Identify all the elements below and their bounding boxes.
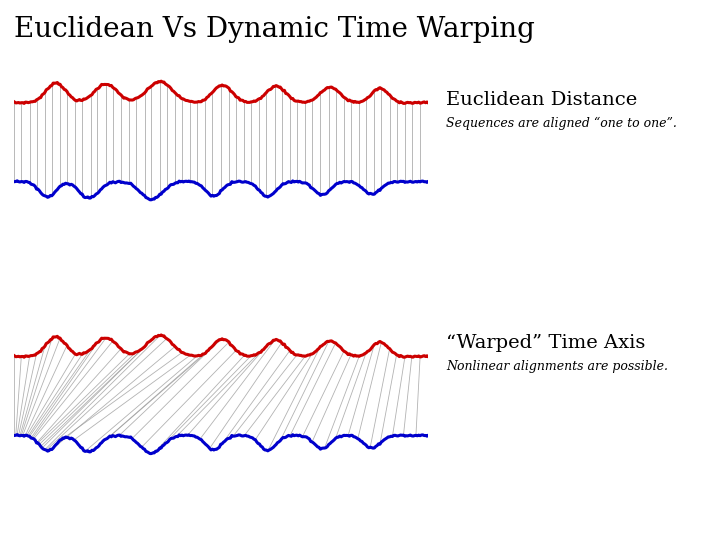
Text: Euclidean Vs Dynamic Time Warping: Euclidean Vs Dynamic Time Warping (14, 16, 535, 43)
Text: Euclidean Distance: Euclidean Distance (446, 91, 638, 109)
Text: “Warped” Time Axis: “Warped” Time Axis (446, 334, 646, 352)
Text: Sequences are aligned “one to one”.: Sequences are aligned “one to one”. (446, 117, 678, 130)
Text: Nonlinear alignments are possible.: Nonlinear alignments are possible. (446, 360, 668, 373)
